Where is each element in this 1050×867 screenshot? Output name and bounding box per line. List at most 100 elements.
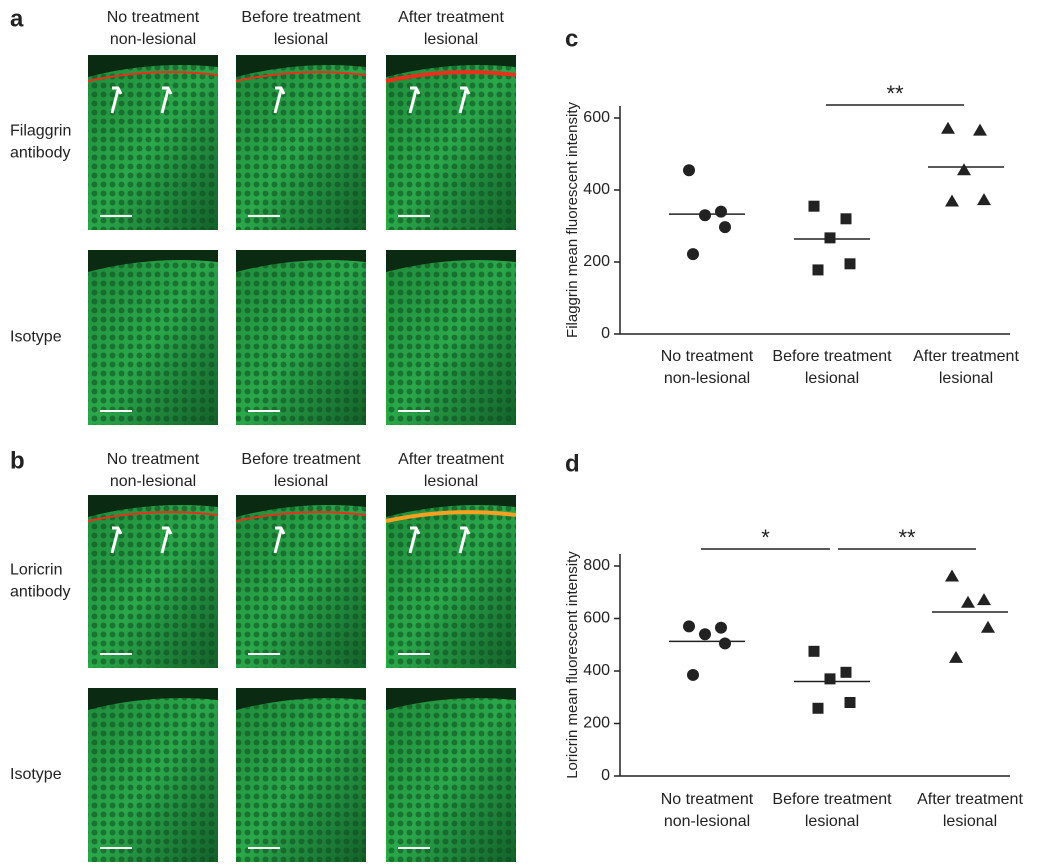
x-tick-label: lesional [805,370,859,387]
data-point [949,650,963,663]
data-point [719,637,731,650]
y-tick-label: 400 [583,181,610,198]
arrow [110,86,123,114]
stratum-corneum [386,688,516,710]
x-tick-label: No treatment [661,791,754,808]
arrow [110,526,123,554]
data-point [812,264,824,276]
column-header: Before treatment [241,451,361,468]
data-point [973,123,987,136]
stratum-corneum [386,250,516,272]
micrograph-texture [236,55,366,230]
data-point [808,200,820,212]
arrow [273,86,286,114]
micrograph-texture [88,250,218,425]
arrow [160,526,173,554]
arrow [160,86,173,114]
significance-label: ** [886,81,904,106]
data-point [687,668,699,681]
column-header: lesional [424,31,478,48]
row-header: Isotype [10,329,62,346]
column-header: lesional [424,473,478,490]
micrograph-texture [236,688,366,862]
x-tick-label: lesional [939,370,993,387]
column-header: lesional [274,473,328,490]
stratum-corneum [88,688,218,710]
antibody-stain [235,511,367,522]
micrograph-texture [386,250,516,425]
y-tick-label: 0 [601,325,610,342]
stratum-corneum [236,250,366,272]
x-tick-label: lesional [943,813,997,830]
x-tick-label: non-lesional [664,370,750,387]
stratum-corneum [386,495,516,517]
antibody-stain [385,70,517,83]
column-header: No treatment [107,9,200,26]
micrograph-texture [386,495,516,668]
y-tick-label: 400 [583,662,610,679]
panel-label: a [10,5,24,32]
column-header: non-lesional [110,31,196,48]
y-tick-label: 600 [583,610,610,627]
x-tick-label: After treatment [913,348,1019,365]
panel-label: c [565,25,578,52]
data-point [977,593,991,606]
data-point [683,164,695,177]
column-header: After treatment [398,451,504,468]
arrow [458,526,471,554]
data-point [844,258,856,270]
y-tick-label: 600 [583,109,610,126]
data-point [812,702,824,714]
x-tick-label: After treatment [917,791,1023,808]
data-point [824,232,836,244]
data-point [981,620,995,633]
antibody-stain [235,71,367,82]
significance-label: * [761,525,770,550]
data-point [715,621,727,634]
stratum-corneum [236,688,366,710]
micrograph-texture [386,688,516,862]
row-header: Isotype [10,766,62,783]
micrograph-texture [236,250,366,425]
column-header: Before treatment [241,9,361,26]
panel-label: b [10,447,25,474]
x-tick-label: non-lesional [664,813,750,830]
data-point [961,595,975,608]
row-header: antibody [10,145,71,162]
data-point [840,213,852,225]
data-point [808,645,820,657]
data-point [699,209,711,222]
x-tick-label: No treatment [661,348,754,365]
data-point [699,628,711,641]
y-axis-label: Loricrin mean fluorescent intensity [564,551,581,779]
stratum-corneum [236,495,366,517]
row-header: antibody [10,584,71,601]
micrograph-texture [88,495,218,668]
column-header: non-lesional [110,473,196,490]
data-point [941,121,955,134]
data-point [945,569,959,582]
stratum-corneum [88,250,218,272]
stratum-corneum [386,55,516,77]
x-tick-label: Before treatment [772,348,892,365]
data-point [824,673,836,685]
column-header: lesional [274,31,328,48]
micrograph-texture [88,688,218,862]
y-tick-label: 200 [583,715,610,732]
arrow [273,526,286,554]
micrograph-texture [88,55,218,230]
arrow [408,86,421,114]
data-point [840,666,852,678]
arrow [408,526,421,554]
antibody-stain [87,511,219,522]
antibody-stain [385,510,517,523]
data-point [977,193,991,206]
panel-label: d [565,450,580,477]
y-tick-label: 800 [583,557,610,574]
row-header: Filaggrin [10,123,71,140]
y-axis-label: Filaggrin mean fluorescent intensity [564,102,581,338]
data-point [844,697,856,708]
y-tick-label: 0 [601,767,610,784]
data-point [683,620,695,633]
